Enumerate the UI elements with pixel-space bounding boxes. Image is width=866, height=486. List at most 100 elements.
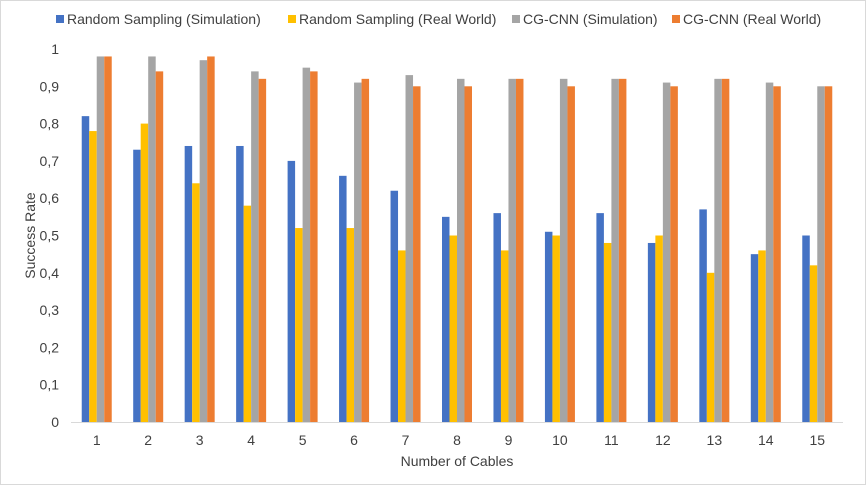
bar-cg-cnn-real-world-13 <box>721 78 730 422</box>
bar-random-sampling-simulation-2 <box>133 149 141 422</box>
bar-random-sampling-simulation-13 <box>699 209 707 422</box>
legend-swatch <box>288 15 296 23</box>
bar-cg-cnn-real-world-4 <box>258 78 267 422</box>
bar-cg-cnn-real-world-11 <box>618 78 627 422</box>
bar-random-sampling-real-world-2 <box>140 123 149 422</box>
bar-cg-cnn-simulation-13 <box>714 78 722 422</box>
y-axis-ticks: 0 0,1 0,2 0,3 0,4 0,5 0,6 0,7 0,8 0,9 1 <box>40 41 60 430</box>
x-tick-label: 10 <box>552 432 568 448</box>
bar-random-sampling-real-world-11 <box>603 242 612 422</box>
bar-random-sampling-real-world-8 <box>449 235 457 422</box>
x-tick-label: 2 <box>144 432 152 448</box>
y-tick-label: 1 <box>51 41 59 57</box>
x-tick-label: 7 <box>402 432 410 448</box>
bar-random-sampling-simulation-15 <box>802 235 810 422</box>
x-tick-label: 13 <box>707 432 723 448</box>
x-tick-label: 9 <box>505 432 513 448</box>
bar-random-sampling-simulation-5 <box>287 160 296 422</box>
bar-cg-cnn-real-world-7 <box>413 86 421 423</box>
legend-label: Random Sampling (Real World) <box>299 11 496 27</box>
bar-cg-cnn-real-world-8 <box>464 86 472 423</box>
bar-cg-cnn-simulation-14 <box>765 82 774 422</box>
bar-random-sampling-real-world-10 <box>552 235 560 422</box>
bar-random-sampling-simulation-3 <box>184 145 193 423</box>
bar-cg-cnn-real-world-9 <box>515 78 524 422</box>
y-tick-label: 0,8 <box>40 116 60 132</box>
x-tick-label: 11 <box>604 432 619 448</box>
bar-cg-cnn-real-world-14 <box>773 86 781 423</box>
bar-random-sampling-simulation-8 <box>442 216 450 422</box>
bar-random-sampling-simulation-9 <box>493 213 501 422</box>
bar-random-sampling-simulation-4 <box>236 145 244 423</box>
bar-random-sampling-simulation-1 <box>81 116 90 422</box>
x-axis-title: Number of Cables <box>401 453 514 469</box>
x-tick-label: 8 <box>453 432 461 448</box>
x-tick-label: 15 <box>809 432 825 448</box>
bar-cg-cnn-simulation-12 <box>662 82 671 422</box>
bar-random-sampling-simulation-11 <box>596 213 604 422</box>
x-tick-label: 4 <box>247 432 255 448</box>
bar-cg-cnn-simulation-5 <box>302 67 311 423</box>
bar-random-sampling-real-world-13 <box>706 272 715 422</box>
bar-random-sampling-real-world-7 <box>398 250 406 422</box>
bar-random-sampling-real-world-14 <box>758 250 766 422</box>
x-tick-label: 1 <box>93 432 101 448</box>
bar-cg-cnn-simulation-8 <box>457 78 465 422</box>
bar-random-sampling-real-world-5 <box>295 228 303 422</box>
bars <box>81 56 833 423</box>
bar-random-sampling-real-world-4 <box>243 205 252 422</box>
legend: Random Sampling (Simulation) Random Sampl… <box>56 11 821 27</box>
legend-swatch <box>512 15 520 23</box>
bar-cg-cnn-real-world-15 <box>824 86 833 423</box>
x-tick-label: 6 <box>350 432 358 448</box>
bar-random-sampling-simulation-10 <box>544 231 553 422</box>
legend-label: Random Sampling (Simulation) <box>67 11 261 27</box>
x-tick-label: 14 <box>758 432 774 448</box>
bar-cg-cnn-real-world-1 <box>104 56 112 423</box>
bar-cg-cnn-simulation-9 <box>508 78 516 422</box>
legend-swatch <box>56 15 64 23</box>
x-tick-label: 3 <box>196 432 204 448</box>
legend-label: CG-CNN (Real World) <box>683 11 821 27</box>
y-tick-label: 0,4 <box>40 265 60 281</box>
bar-cg-cnn-simulation-6 <box>354 82 362 422</box>
x-tick-label: 5 <box>299 432 307 448</box>
bar-cg-cnn-simulation-2 <box>148 56 156 423</box>
y-tick-label: 0,1 <box>40 377 60 393</box>
y-tick-label: 0 <box>51 414 59 430</box>
legend-label: CG-CNN (Simulation) <box>523 11 658 27</box>
bar-cg-cnn-simulation-11 <box>611 78 619 422</box>
bar-random-sampling-real-world-1 <box>89 131 97 422</box>
bar-cg-cnn-real-world-6 <box>361 78 370 422</box>
bar-cg-cnn-simulation-15 <box>817 86 825 423</box>
legend-swatch <box>672 15 680 23</box>
bar-cg-cnn-simulation-4 <box>251 71 259 422</box>
bar-cg-cnn-real-world-3 <box>207 56 215 423</box>
y-tick-label: 0,5 <box>40 228 60 244</box>
bar-random-sampling-real-world-3 <box>192 183 200 422</box>
bar-cg-cnn-simulation-7 <box>405 75 414 423</box>
bar-random-sampling-simulation-12 <box>647 242 656 422</box>
bar-cg-cnn-real-world-12 <box>670 86 678 423</box>
bar-random-sampling-real-world-12 <box>655 235 663 422</box>
x-tick-label: 12 <box>655 432 671 448</box>
y-tick-label: 0,2 <box>40 339 60 355</box>
y-tick-label: 0,6 <box>40 190 60 206</box>
bar-random-sampling-simulation-7 <box>390 190 399 422</box>
bar-random-sampling-real-world-6 <box>346 228 355 422</box>
bar-random-sampling-real-world-15 <box>809 265 818 422</box>
y-tick-label: 0,9 <box>40 78 60 94</box>
bar-random-sampling-simulation-14 <box>750 254 759 422</box>
y-axis-title: Success Rate <box>22 192 38 279</box>
bar-cg-cnn-real-world-10 <box>567 86 575 423</box>
bar-cg-cnn-simulation-3 <box>199 60 208 422</box>
y-tick-label: 0,3 <box>40 302 60 318</box>
x-axis-ticks: 1 2 3 4 5 6 7 8 9 10 11 12 13 14 15 <box>93 432 825 448</box>
bar-random-sampling-simulation-6 <box>339 175 347 422</box>
bar-cg-cnn-real-world-2 <box>155 71 164 422</box>
bar-cg-cnn-simulation-10 <box>559 78 568 422</box>
bar-cg-cnn-real-world-5 <box>310 71 318 422</box>
bar-cg-cnn-simulation-1 <box>96 56 105 423</box>
y-tick-label: 0,7 <box>40 153 60 169</box>
